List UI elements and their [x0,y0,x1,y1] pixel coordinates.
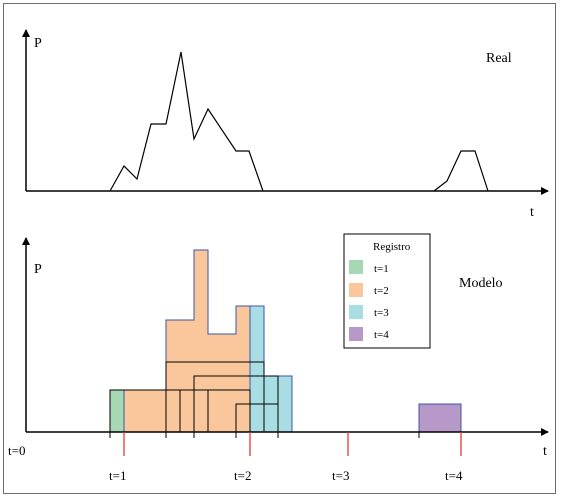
bottom-y-axis-label: P [34,262,42,277]
real-load-curve-2 [433,150,489,192]
top-panel-title: Real [486,51,512,66]
legend-swatch-t2 [349,283,363,297]
top-panel: P t Real [22,29,549,220]
legend-label-t1: t=1 [374,263,389,275]
block-t2-orange [123,249,251,433]
bottom-panel-title: Modelo [459,276,503,291]
tick-label-t1: t=1 [109,468,126,483]
legend-title: Registro [373,241,411,253]
block-t1-green [109,389,125,433]
bottom-x-axis-label: t [543,444,547,459]
tick-label-t3: t=3 [332,468,349,483]
bottom-panel: P t t=0 Modelo t=1 t=2 t=3 t=4 Registro … [8,233,549,483]
block-t3-blue [249,305,293,433]
legend-label-t4: t=4 [374,329,389,341]
top-y-axis-label: P [34,36,42,51]
legend-label-t2: t=2 [374,285,389,297]
legend-label-t3: t=3 [374,307,389,319]
time-step-ticks [123,432,462,456]
origin-label: t=0 [8,443,25,458]
real-load-curve-1 [109,51,264,192]
legend-swatch-t3 [349,305,363,319]
top-x-axis-label: t [530,205,534,220]
legend-swatch-t1 [349,260,363,274]
tick-label-t4: t=4 [445,468,463,483]
block-t4-purple [418,403,462,433]
edge-ticks [109,432,420,438]
legend: Registro t=1 t=2 t=3 t=4 [343,233,431,349]
legend-swatch-t4 [349,327,363,341]
tick-label-t2: t=2 [234,468,251,483]
